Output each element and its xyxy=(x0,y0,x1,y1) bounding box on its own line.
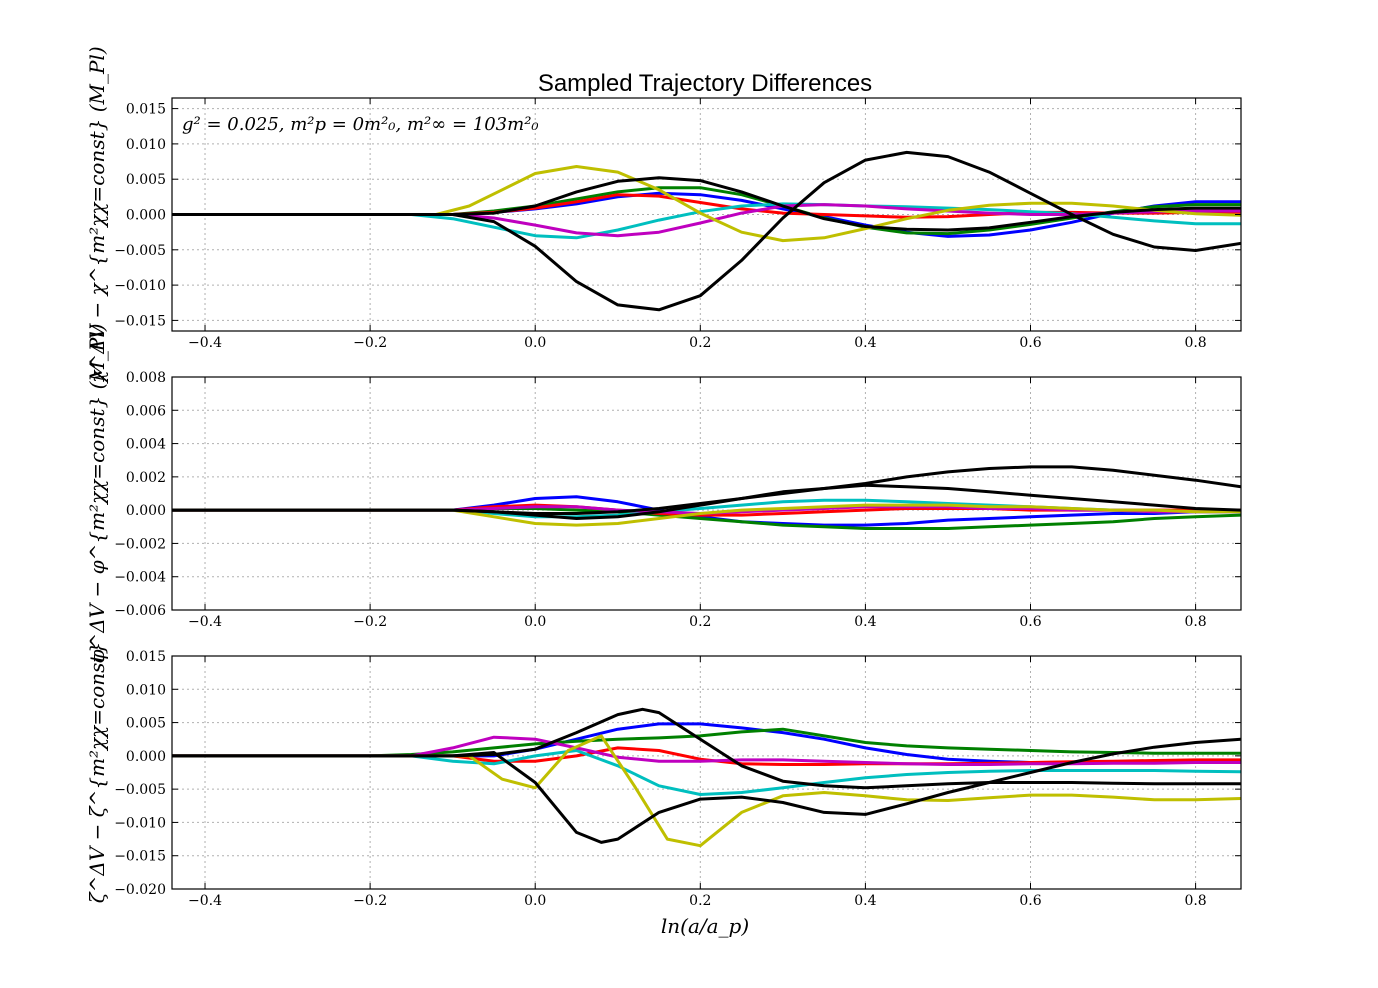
chart-title: Sampled Trajectory Differences xyxy=(538,70,872,97)
x-tick-label: 0.6 xyxy=(1019,335,1041,351)
series-line-2 xyxy=(172,507,1241,530)
series-line-2 xyxy=(172,727,1241,758)
x-tick-label: 0.2 xyxy=(689,614,711,630)
x-tick-label: −0.2 xyxy=(353,614,387,630)
y-tick-label: 0.004 xyxy=(126,437,166,453)
x-tick-label: 0.4 xyxy=(854,893,876,909)
series-line-7 xyxy=(172,150,1241,312)
series-line-8 xyxy=(172,707,1241,790)
y-tick-label: −0.020 xyxy=(114,882,166,898)
x-tick-label: 0.0 xyxy=(524,614,546,630)
series-group xyxy=(172,465,1241,530)
series-line-8 xyxy=(172,465,1241,515)
series-line-8 xyxy=(172,176,1241,232)
y-tick-label: 0.010 xyxy=(126,137,166,153)
y-tick-label: 0.000 xyxy=(126,503,166,519)
x-tick-label: 0.6 xyxy=(1019,614,1041,630)
x-axis-label: ln(a/a_p) xyxy=(661,914,749,938)
y-tick-label: 0.002 xyxy=(126,470,166,486)
x-tick-label: 0.8 xyxy=(1184,893,1206,909)
series-line-6 xyxy=(172,734,1241,848)
y-tick-label: −0.004 xyxy=(114,570,166,586)
x-tick-label: −0.4 xyxy=(188,335,222,351)
y-tick-label: 0.005 xyxy=(126,716,166,732)
x-tick-label: −0.2 xyxy=(353,335,387,351)
y-tick-label: 0.015 xyxy=(126,649,166,665)
panels: −0.4 −0.2 0.0 0.2 0.4 0.6 0.8 −0.015 −0.010 −0.00… xyxy=(85,46,1242,909)
y-tick-label: 0.010 xyxy=(126,682,166,698)
y-axis-label: φ^ΔV − φ^{m²χχ=const} (M_Pl) xyxy=(85,323,109,663)
y-tick-label: −0.010 xyxy=(114,815,166,831)
y-tick-label: −0.015 xyxy=(114,849,166,865)
panel-1: −0.4 −0.2 0.0 0.2 0.4 0.6 0.8 −0.015 −0.010 −0.00… xyxy=(85,46,1242,385)
x-tick-label: 0.4 xyxy=(854,335,876,351)
y-tick-label: 0.005 xyxy=(126,172,166,188)
y-tick-label: −0.005 xyxy=(114,243,166,259)
x-tick-label: 0.8 xyxy=(1184,614,1206,630)
y-tick-label: −0.006 xyxy=(114,603,166,619)
x-tick-label: 0.2 xyxy=(689,335,711,351)
parameter-annotation: g² = 0.025, m²p = 0m²₀, m²∞ = 103m²₀ xyxy=(182,114,539,135)
series-group xyxy=(172,707,1241,848)
series-group xyxy=(172,150,1241,312)
y-tick-label: 0.000 xyxy=(126,208,166,224)
x-tick-label: −0.4 xyxy=(188,893,222,909)
series-line-5 xyxy=(172,735,1241,766)
series-line-7 xyxy=(172,737,1241,844)
y-tick-label: 0.000 xyxy=(126,749,166,765)
x-tick-label: 0.8 xyxy=(1184,335,1206,351)
y-tick-label: −0.015 xyxy=(114,313,166,329)
y-tick-label: −0.010 xyxy=(114,278,166,294)
series-line-1 xyxy=(172,495,1241,527)
plot-frame xyxy=(171,655,1242,890)
y-tick-label: 0.006 xyxy=(126,403,166,419)
series-line-3 xyxy=(172,746,1241,766)
y-axis-label: ζ^ΔV − ζ^{m²χχ=const} xyxy=(85,642,109,903)
y-tick-label: −0.005 xyxy=(114,782,166,798)
series-line-6 xyxy=(172,165,1241,243)
y-tick-label: 0.008 xyxy=(126,370,166,386)
y-tick-label: 0.015 xyxy=(126,102,166,118)
panel-2: −0.4 −0.2 0.0 0.2 0.4 0.6 0.8 −0.006 −0.004 −0.00… xyxy=(85,323,1242,664)
x-tick-label: 0.0 xyxy=(524,893,546,909)
x-tick-label: 0.6 xyxy=(1019,893,1041,909)
y-tick-label: −0.002 xyxy=(114,536,166,552)
series-line-4 xyxy=(172,749,1241,796)
x-tick-label: 0.4 xyxy=(854,614,876,630)
x-tick-label: 0.2 xyxy=(689,893,711,909)
series-line-6 xyxy=(172,503,1241,527)
panel-3: −0.4 −0.2 0.0 0.2 0.4 0.6 0.8 −0.020 −0.015 −0.01… xyxy=(85,642,1242,909)
plot-frame xyxy=(171,376,1242,611)
x-tick-label: −0.4 xyxy=(188,614,222,630)
y-axis-label: χ^ΔV − χ^{m²χχ=const} (M_Pl) xyxy=(85,46,109,384)
x-tick-label: −0.2 xyxy=(353,893,387,909)
x-tick-label: 0.0 xyxy=(524,335,546,351)
